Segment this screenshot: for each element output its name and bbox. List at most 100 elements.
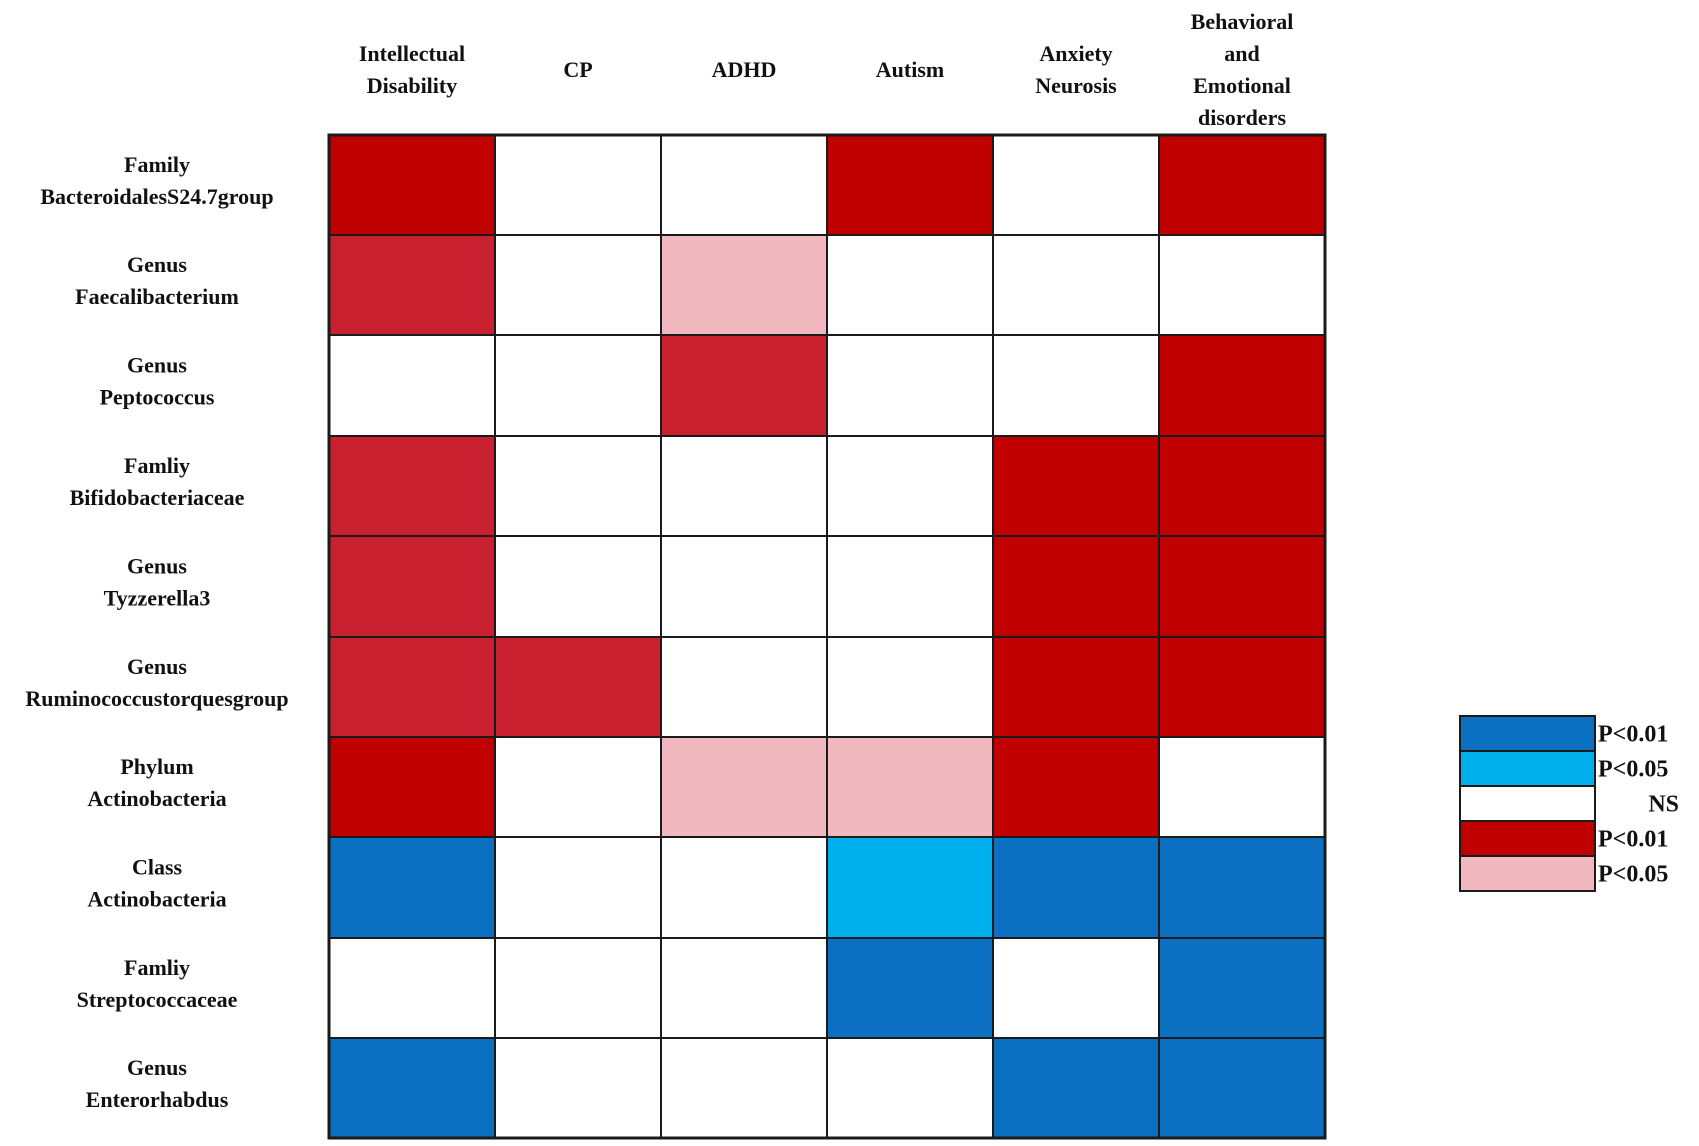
heatmap-cell-r1-c2 <box>660 234 828 336</box>
heatmap-cell-r7-c0 <box>328 836 496 939</box>
legend-label-4: P<0.05 <box>1598 862 1668 888</box>
heatmap-cell-r2-c3 <box>826 334 994 437</box>
heatmap-cell-r6-c1 <box>494 736 662 838</box>
heatmap-cell-r6-c0 <box>328 736 496 838</box>
legend-swatch-2 <box>1459 785 1596 822</box>
column-header-5-line-1: and <box>1224 41 1259 66</box>
heatmap-cell-r1-c0 <box>328 234 496 336</box>
heatmap-cell-r0-c4 <box>992 134 1160 236</box>
row-label-4-line-0: Genus <box>127 554 187 579</box>
heatmap-cell-r4-c5 <box>1158 535 1326 638</box>
column-header-4-line-1: Neurosis <box>1035 73 1117 98</box>
heatmap-cell-r2-c0 <box>328 334 496 437</box>
column-header-4-line-0: Anxiety <box>1039 41 1112 66</box>
heatmap-cell-r5-c0 <box>328 636 496 738</box>
legend-swatch-1 <box>1459 750 1596 787</box>
heatmap-cell-r3-c0 <box>328 435 496 537</box>
column-header-2-line-0: ADHD <box>712 57 777 82</box>
heatmap-cell-r1-c1 <box>494 234 662 336</box>
row-label-0-line-1: BacteroidalesS24.7group <box>40 184 273 209</box>
row-label-2-line-1: Peptococcus <box>100 385 215 410</box>
legend-label-1: P<0.05 <box>1598 757 1668 783</box>
heatmap-cell-r2-c1 <box>494 334 662 437</box>
legend-swatch-4 <box>1459 855 1596 892</box>
heatmap-cell-r1-c5 <box>1158 234 1326 336</box>
heatmap-cell-r3-c5 <box>1158 435 1326 537</box>
heatmap-cell-r0-c1 <box>494 134 662 236</box>
row-label-9-line-1: Enterorhabdus <box>86 1087 229 1112</box>
row-label-8-line-0: Famliy <box>124 955 190 980</box>
row-label-5-line-1: Ruminococcustorquesgroup <box>25 686 288 711</box>
legend-swatch-0 <box>1459 715 1596 752</box>
legend-swatch-3 <box>1459 820 1596 857</box>
heatmap-cell-r9-c5 <box>1158 1037 1326 1139</box>
heatmap-cell-r7-c5 <box>1158 836 1326 939</box>
row-label-6-line-1: Actinobacteria <box>87 786 226 811</box>
heatmap-cell-r6-c2 <box>660 736 828 838</box>
row-label-8-line-1: Streptococcaceae <box>77 987 238 1012</box>
heatmap-cell-r2-c2 <box>660 334 828 437</box>
row-label-1-line-1: Faecalibacterium <box>75 284 239 309</box>
heatmap-cell-r0-c5 <box>1158 134 1326 236</box>
heatmap-cell-r0-c3 <box>826 134 994 236</box>
column-header-0-line-1: Disability <box>367 73 457 98</box>
heatmap-cell-r6-c3 <box>826 736 994 838</box>
row-label-7-line-1: Actinobacteria <box>87 887 226 912</box>
column-header-5-line-3: disorders <box>1198 105 1286 130</box>
heatmap-cell-r6-c5 <box>1158 736 1326 838</box>
heatmap-cell-r3-c2 <box>660 435 828 537</box>
heatmap-cell-r3-c4 <box>992 435 1160 537</box>
heatmap-cell-r0-c2 <box>660 134 828 236</box>
row-label-0-line-0: Family <box>124 152 190 177</box>
row-label-2-line-0: Genus <box>127 353 187 378</box>
heatmap-cell-r3-c1 <box>494 435 662 537</box>
heatmap-cell-r8-c5 <box>1158 937 1326 1039</box>
heatmap-cell-r9-c0 <box>328 1037 496 1139</box>
row-label-3-line-1: Bifidobacteriaceae <box>70 485 245 510</box>
heatmap-cell-r8-c3 <box>826 937 994 1039</box>
heatmap-cell-r7-c4 <box>992 836 1160 939</box>
heatmap-cell-r7-c2 <box>660 836 828 939</box>
heatmap-cell-r4-c4 <box>992 535 1160 638</box>
heatmap-cell-r8-c0 <box>328 937 496 1039</box>
heatmap-cell-r5-c2 <box>660 636 828 738</box>
heatmap-cell-r4-c1 <box>494 535 662 638</box>
heatmap-cell-r4-c2 <box>660 535 828 638</box>
row-label-6-line-0: Phylum <box>120 754 193 779</box>
row-label-9-line-0: Genus <box>127 1055 187 1080</box>
row-label-3-line-0: Famliy <box>124 453 190 478</box>
heatmap-cell-r2-c4 <box>992 334 1160 437</box>
legend-label-3: P<0.01 <box>1598 827 1668 853</box>
column-header-0-line-0: Intellectual <box>359 41 465 66</box>
heatmap-cell-r5-c4 <box>992 636 1160 738</box>
legend-label-2: NS <box>1648 792 1679 818</box>
heatmap-cell-r0-c0 <box>328 134 496 236</box>
heatmap-cell-r1-c3 <box>826 234 994 336</box>
column-header-5-line-0: Behavioral <box>1191 9 1294 34</box>
row-label-5-line-0: Genus <box>127 654 187 679</box>
heatmap-cell-r5-c3 <box>826 636 994 738</box>
heatmap-cell-r8-c2 <box>660 937 828 1039</box>
heatmap-cell-r7-c3 <box>826 836 994 939</box>
heatmap-cell-r5-c5 <box>1158 636 1326 738</box>
heatmap-frame <box>327 133 1327 1140</box>
row-label-4-line-1: Tyzzerella3 <box>104 586 211 611</box>
row-label-7-line-0: Class <box>132 855 183 880</box>
column-header-1-line-0: CP <box>563 57 592 82</box>
heatmap-cell-r4-c3 <box>826 535 994 638</box>
legend-label-0: P<0.01 <box>1598 722 1668 748</box>
heatmap-cell-r9-c2 <box>660 1037 828 1139</box>
heatmap-cell-r7-c1 <box>494 836 662 939</box>
heatmap-cell-r4-c0 <box>328 535 496 638</box>
heatmap-cell-r9-c3 <box>826 1037 994 1139</box>
heatmap-cell-r2-c5 <box>1158 334 1326 437</box>
heatmap-cell-r5-c1 <box>494 636 662 738</box>
row-label-1-line-0: Genus <box>127 252 187 277</box>
heatmap-cell-r9-c4 <box>992 1037 1160 1139</box>
heatmap-cell-r8-c1 <box>494 937 662 1039</box>
heatmap-cell-r1-c4 <box>992 234 1160 336</box>
heatmap-cell-r6-c4 <box>992 736 1160 838</box>
column-header-3-line-0: Autism <box>876 57 944 82</box>
heatmap-cell-r8-c4 <box>992 937 1160 1039</box>
